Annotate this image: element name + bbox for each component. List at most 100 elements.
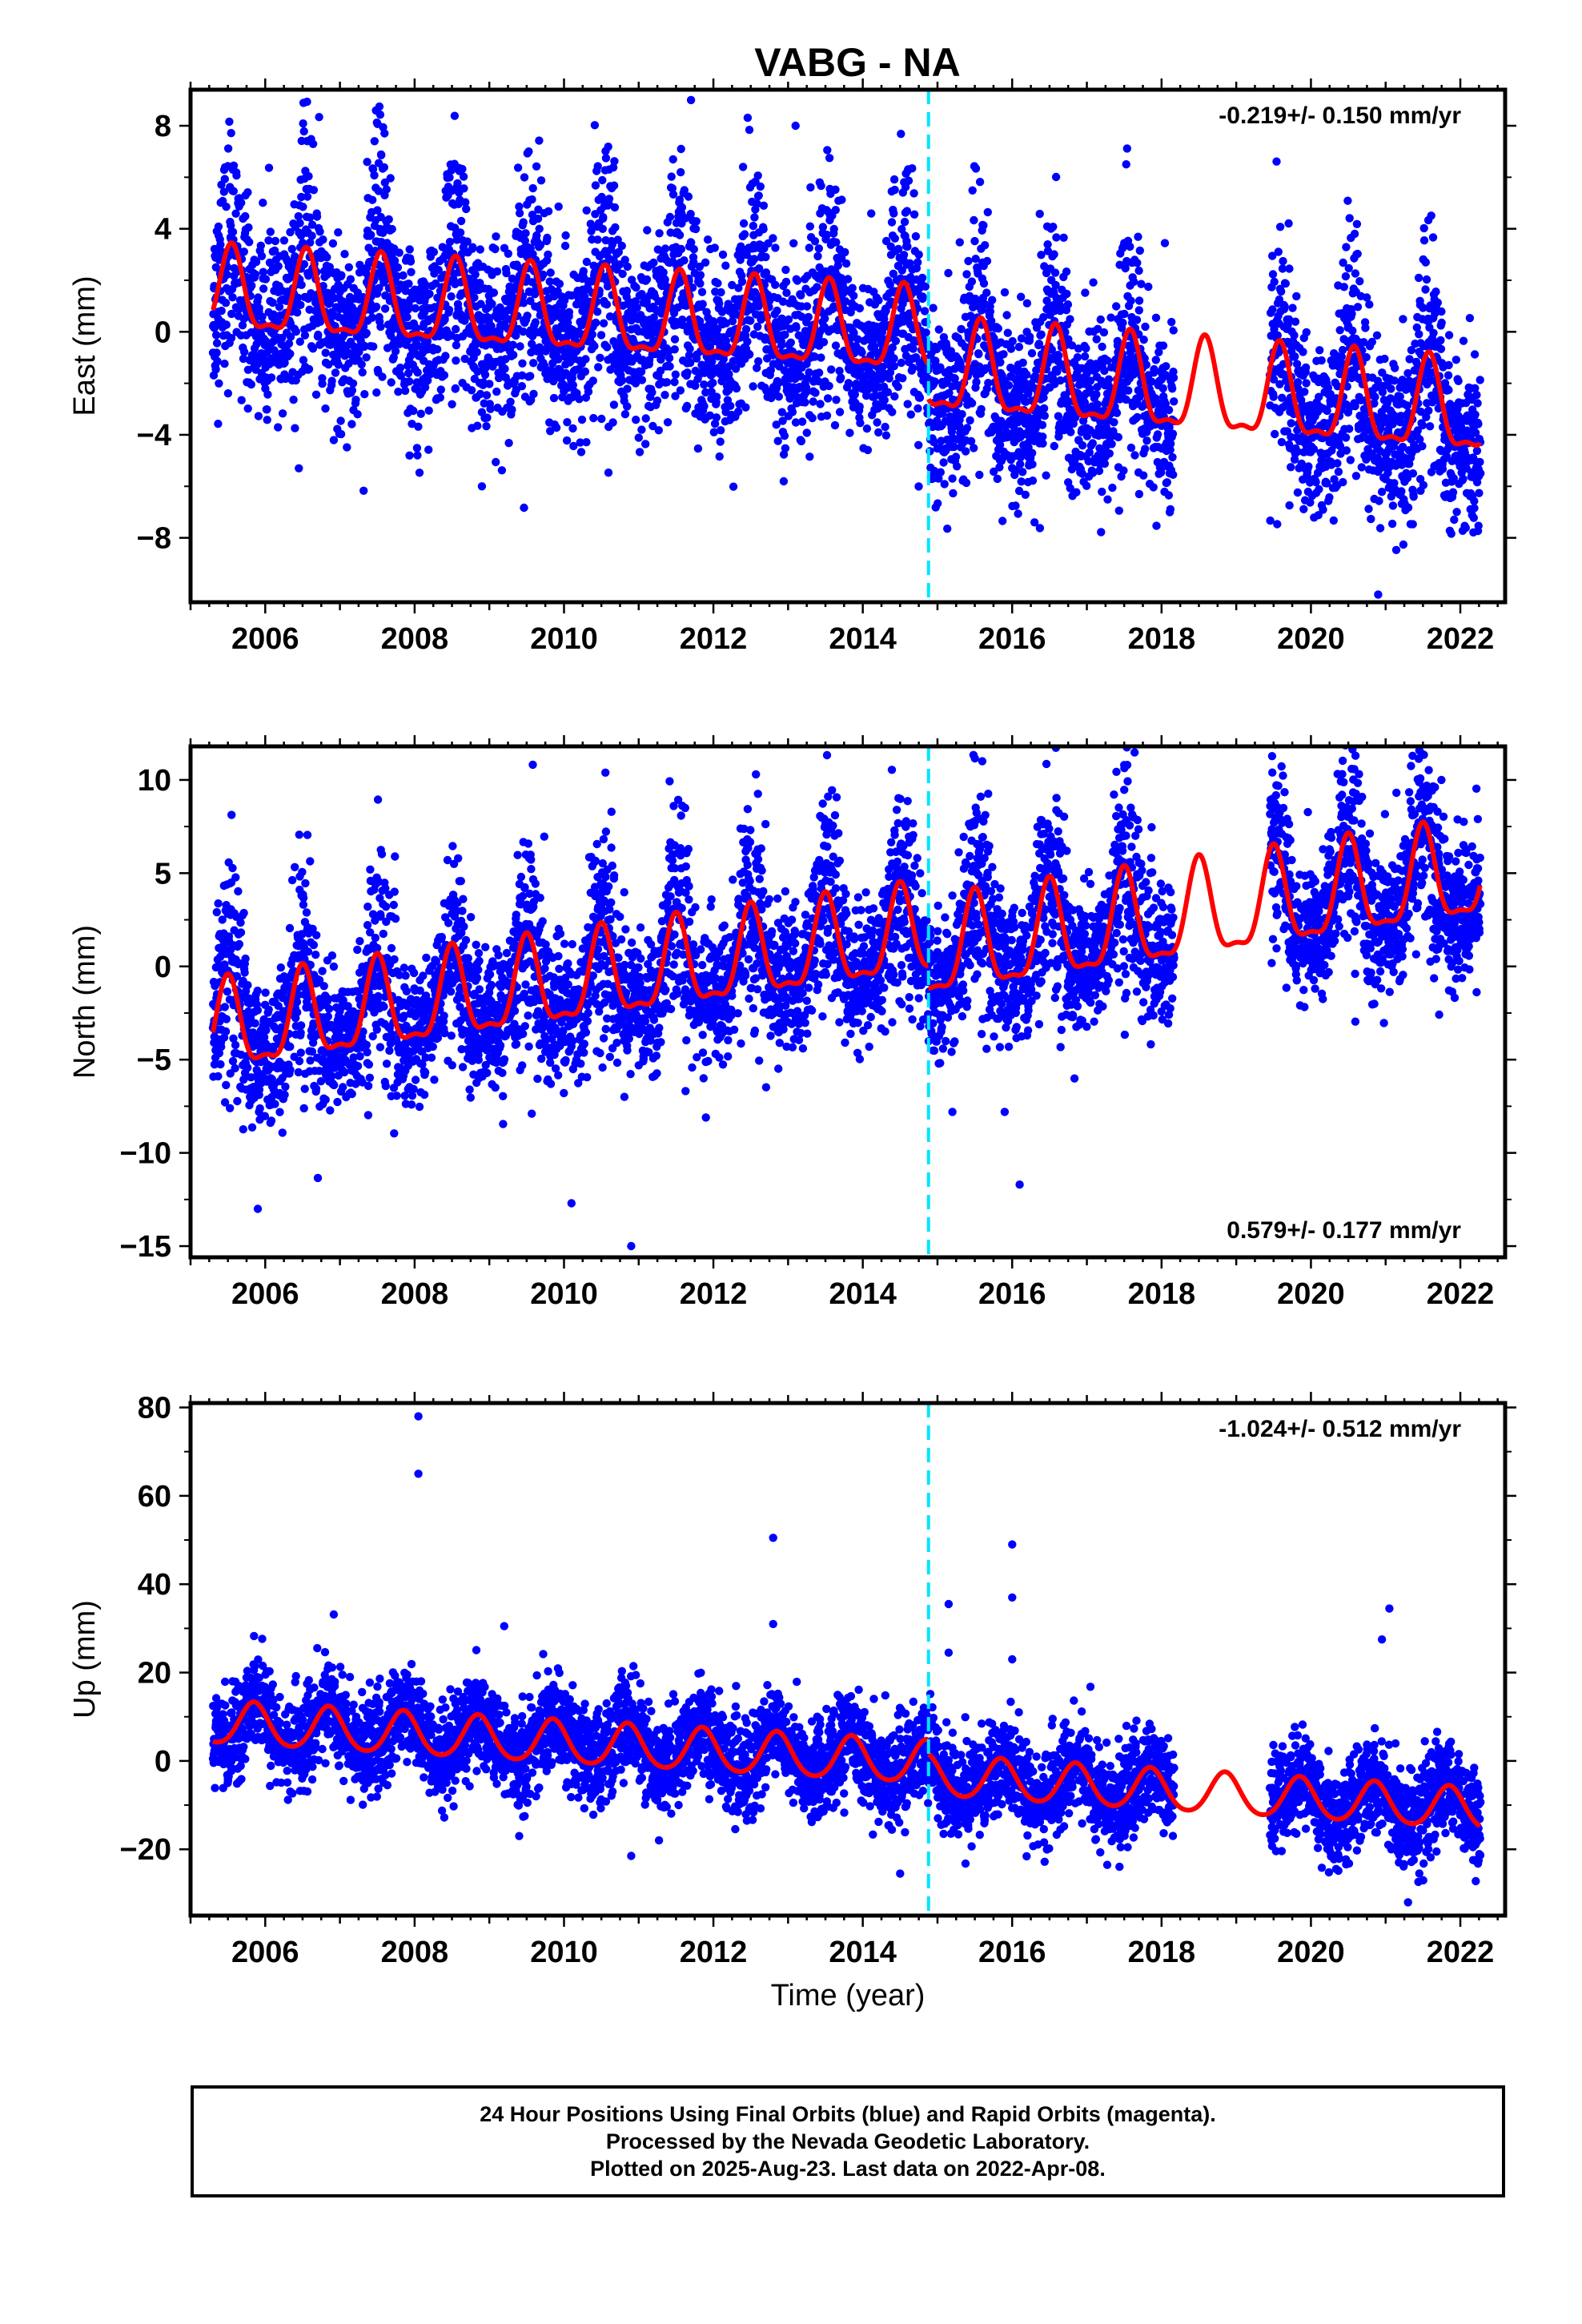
data-point [1050,441,1059,451]
data-point [373,206,382,215]
data-point [909,189,918,198]
data-point [321,404,330,413]
data-point [1166,445,1174,454]
data-point [1027,348,1037,358]
data-point [669,155,677,164]
data-point [1028,448,1037,457]
data-point [822,411,832,420]
data-point [901,183,910,191]
data-point [344,263,353,271]
data-point [844,379,853,388]
data-point [304,171,313,181]
data-point [1399,540,1408,549]
data-point [671,392,680,400]
data-point [355,260,364,269]
data-point [1350,229,1359,239]
data-point [411,304,420,313]
data-point [1038,432,1047,441]
data-point [588,376,597,385]
data-point [343,443,351,452]
data-point [617,241,626,251]
data-point [710,419,720,428]
data-point [753,364,761,372]
data-point [1347,309,1356,319]
data-point [468,243,477,251]
data-point [456,228,465,237]
data-point [990,467,998,476]
data-point [1077,364,1086,372]
data-point [1269,375,1279,384]
data-point [942,446,950,455]
data-point [632,283,640,292]
data-point [817,181,825,191]
data-point [1363,293,1371,302]
data-point [808,413,817,423]
data-point [244,223,253,232]
data-point [777,408,786,416]
data-point [1142,360,1151,369]
data-point [1162,362,1170,371]
data-point [1073,353,1082,362]
data-point [903,242,912,251]
data-point [1335,326,1344,335]
data-point [1066,484,1074,493]
data-point [931,356,940,365]
data-point [1104,375,1114,384]
data-point [788,408,797,416]
data-point [1092,390,1101,399]
data-point [594,363,603,372]
data-point [1169,470,1178,479]
data-point [1107,440,1116,448]
data-point [450,111,460,120]
data-point [535,224,544,233]
data-point [877,328,887,336]
data-point [684,192,693,201]
data-point [677,203,687,212]
data-point [995,440,1005,449]
data-point [295,219,304,227]
data-point [576,448,586,456]
data-point [832,238,841,247]
data-point [665,362,674,371]
data-point [347,386,357,395]
data-point [387,378,396,387]
data-point [554,202,563,211]
data-point [613,235,622,244]
data-point [897,358,906,368]
data-point [308,344,318,353]
data-point [598,175,607,185]
data-point [1114,506,1124,515]
data-point [614,247,623,256]
data-point [405,451,414,460]
data-point [459,172,468,181]
data-point [823,394,833,403]
data-point [921,328,930,337]
data-point [1169,373,1178,382]
data-point [918,292,927,301]
data-point [1092,335,1101,344]
data-point [617,376,627,385]
data-point [1279,256,1287,266]
data-point [846,308,855,317]
data-point [911,231,921,241]
data-point [263,416,271,424]
data-point [1114,432,1123,442]
data-point [966,416,974,425]
data-point [689,258,698,267]
data-point [713,279,722,287]
data-point [489,288,499,297]
data-point [549,393,559,403]
data-point [945,388,954,397]
data-point [921,282,930,291]
data-point [796,372,805,381]
data-point [811,388,820,397]
data-point [532,162,541,171]
data-point [987,316,996,325]
data-point [1299,505,1308,513]
data-point [1139,336,1148,344]
data-point [1104,381,1114,390]
data-point [482,391,492,400]
data-point [889,354,898,363]
data-point [637,376,647,384]
data-point [394,388,403,396]
